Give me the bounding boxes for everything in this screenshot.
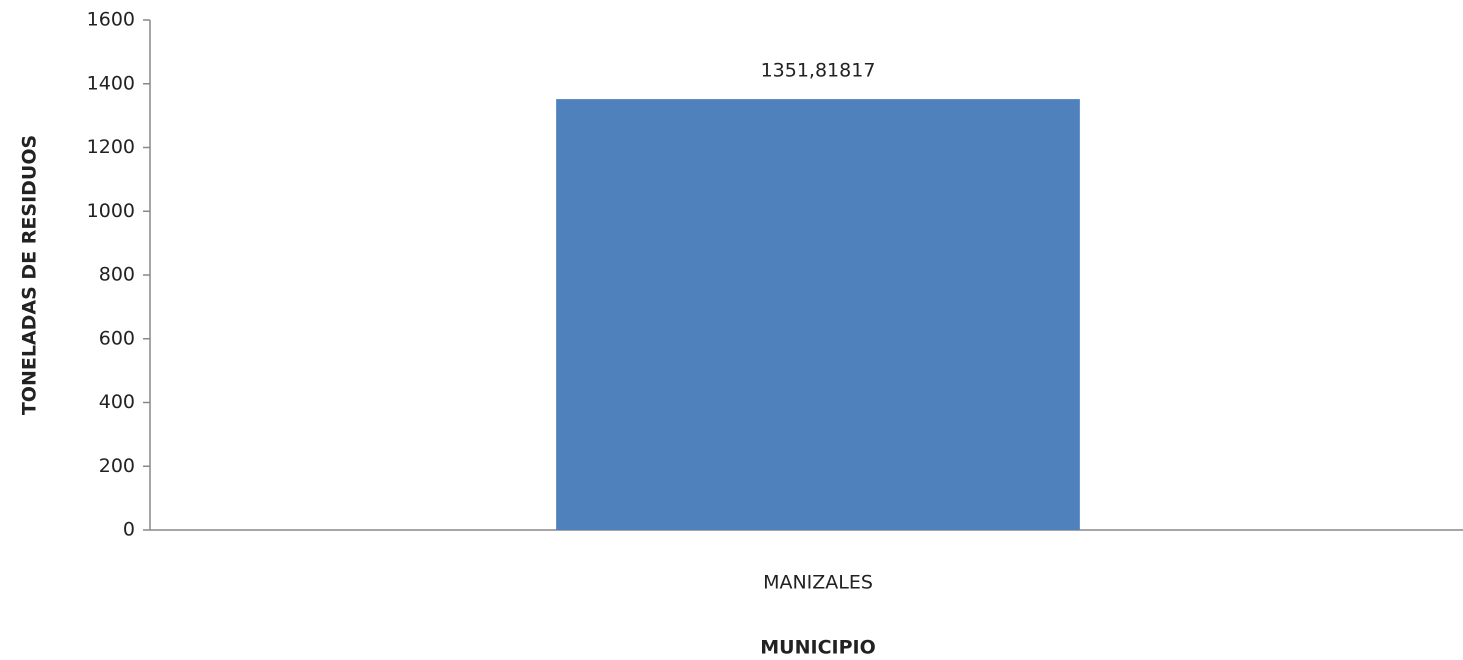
x-tick-label: MANIZALES [763,572,873,594]
y-axis-label: TONELADAS DE RESIDUOS [19,135,41,415]
y-tick-label: 800 [99,264,135,286]
y-tick-label: 1200 [87,136,135,158]
y-tick-label: 200 [99,455,135,477]
y-tick-label: 0 [123,519,135,541]
y-tick-label: 600 [99,327,135,349]
y-tick-label: 1000 [87,200,135,222]
y-tick-label: 1600 [87,9,135,31]
bar [556,99,1080,530]
y-tick-label: 400 [99,391,135,413]
data-label: 1351,81817 [761,60,876,82]
x-axis-label: MUNICIPIO [760,637,875,659]
y-tick-label: 1400 [87,72,135,94]
